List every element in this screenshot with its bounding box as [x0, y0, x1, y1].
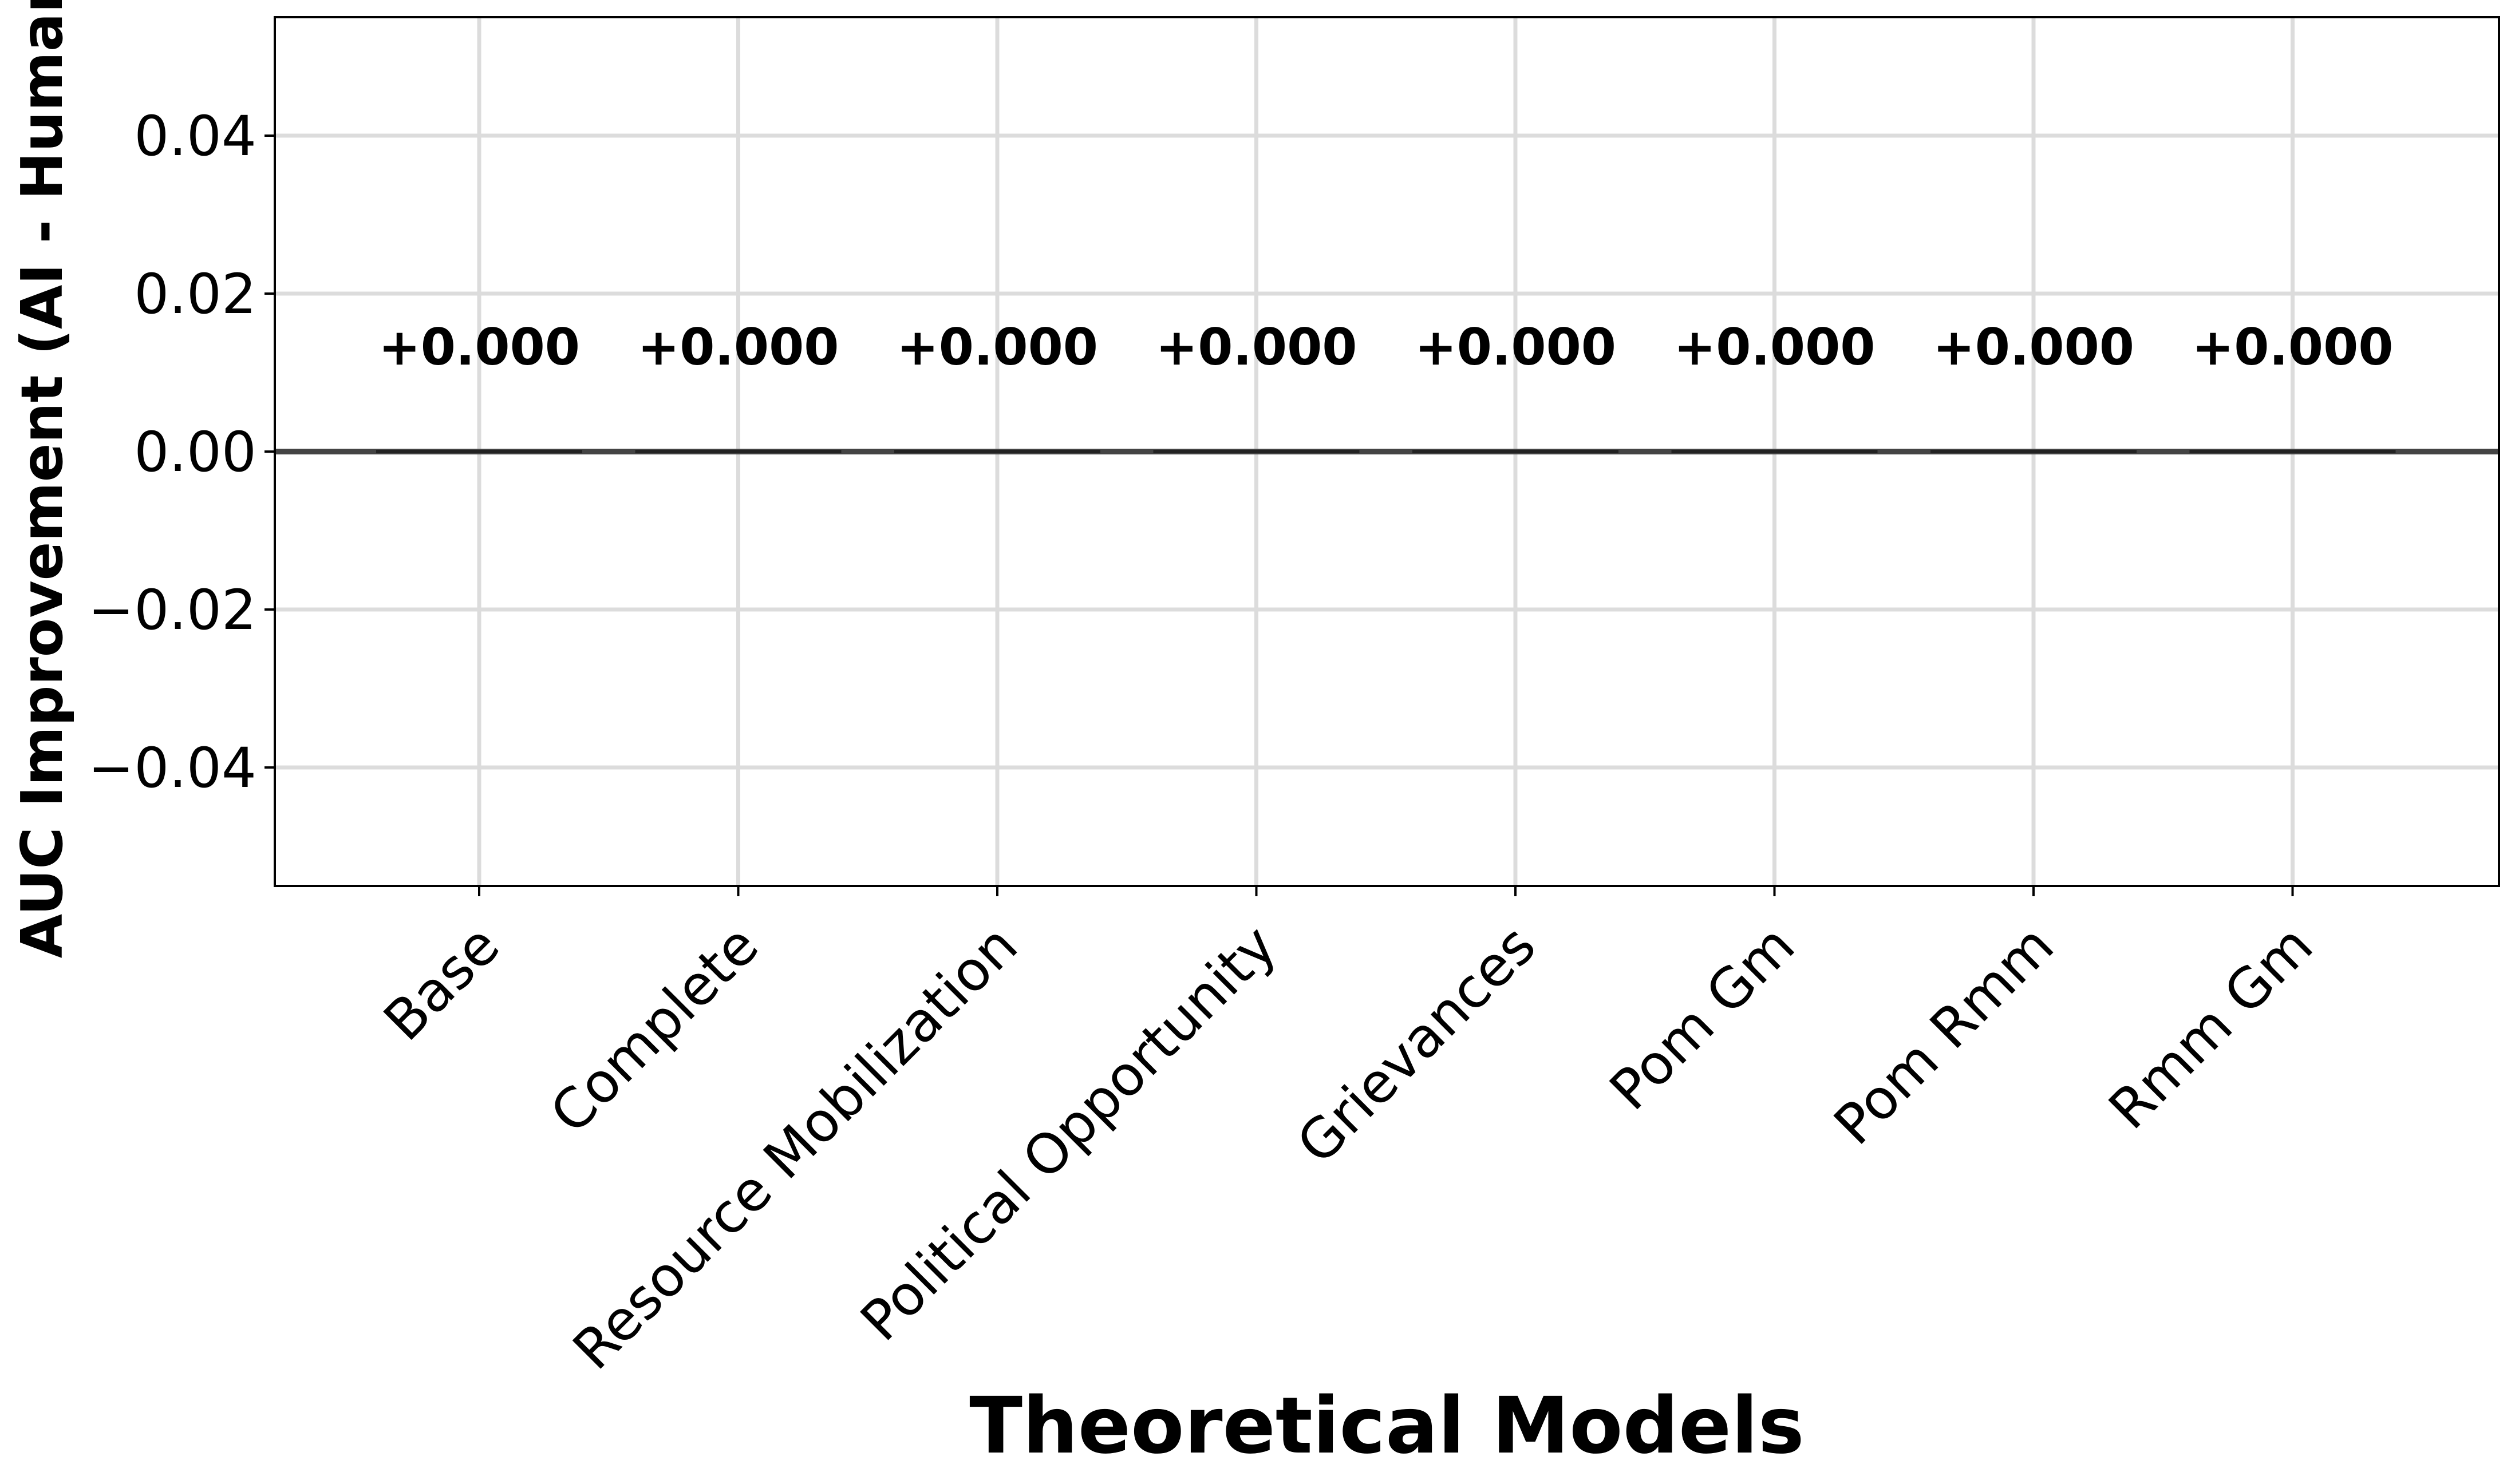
y-axis: −0.04 −0.02 0.00 0.02 0.04	[88, 104, 275, 800]
bar-rmm-gm	[2189, 450, 2396, 453]
data-label: +0.000	[1155, 318, 1357, 377]
x-tick-label: Complete	[538, 913, 771, 1145]
bar-grievances	[1412, 450, 1618, 453]
x-tick-label: Grievances	[1285, 913, 1548, 1176]
bar-resource-mobilization	[894, 450, 1100, 453]
data-label: +0.000	[2192, 318, 2393, 377]
x-tick-label: Pom Rmm	[1822, 913, 2066, 1157]
x-tick-label: Rmm Gm	[2097, 913, 2325, 1141]
data-label: +0.000	[1933, 318, 2134, 377]
x-tick-label: Political Opportunity	[848, 913, 1289, 1353]
data-label: +0.000	[637, 318, 839, 377]
y-tick-label: 0.02	[134, 262, 256, 326]
y-tick-label: 0.04	[134, 104, 256, 168]
bar-base	[376, 450, 582, 453]
x-tick-label: Base	[372, 913, 511, 1052]
x-axis-title: Theoretical Models	[969, 1381, 1804, 1471]
data-label: +0.000	[378, 318, 580, 377]
y-tick-label: 0.00	[134, 420, 256, 484]
data-label: +0.000	[897, 318, 1098, 377]
bar-complete	[635, 450, 842, 453]
data-label: +0.000	[1415, 318, 1616, 377]
x-tick-label: Pom Gm	[1597, 913, 1807, 1122]
bar-pom-rmm	[1930, 450, 2137, 453]
bars	[376, 450, 2396, 453]
y-tick-label: −0.04	[88, 736, 256, 800]
bar-political-opportunity	[1153, 450, 1360, 453]
bar-pom-gm	[1671, 450, 1878, 453]
y-tick-label: −0.02	[88, 578, 256, 642]
x-tick-label: Resource Mobilization	[561, 913, 1030, 1382]
y-axis-title: AUC Improvement (AI - Human)	[9, 0, 76, 958]
data-label: +0.000	[1673, 318, 1875, 377]
data-labels: +0.000 +0.000 +0.000 +0.000 +0.000 +0.000 +0.0…	[378, 318, 2394, 377]
